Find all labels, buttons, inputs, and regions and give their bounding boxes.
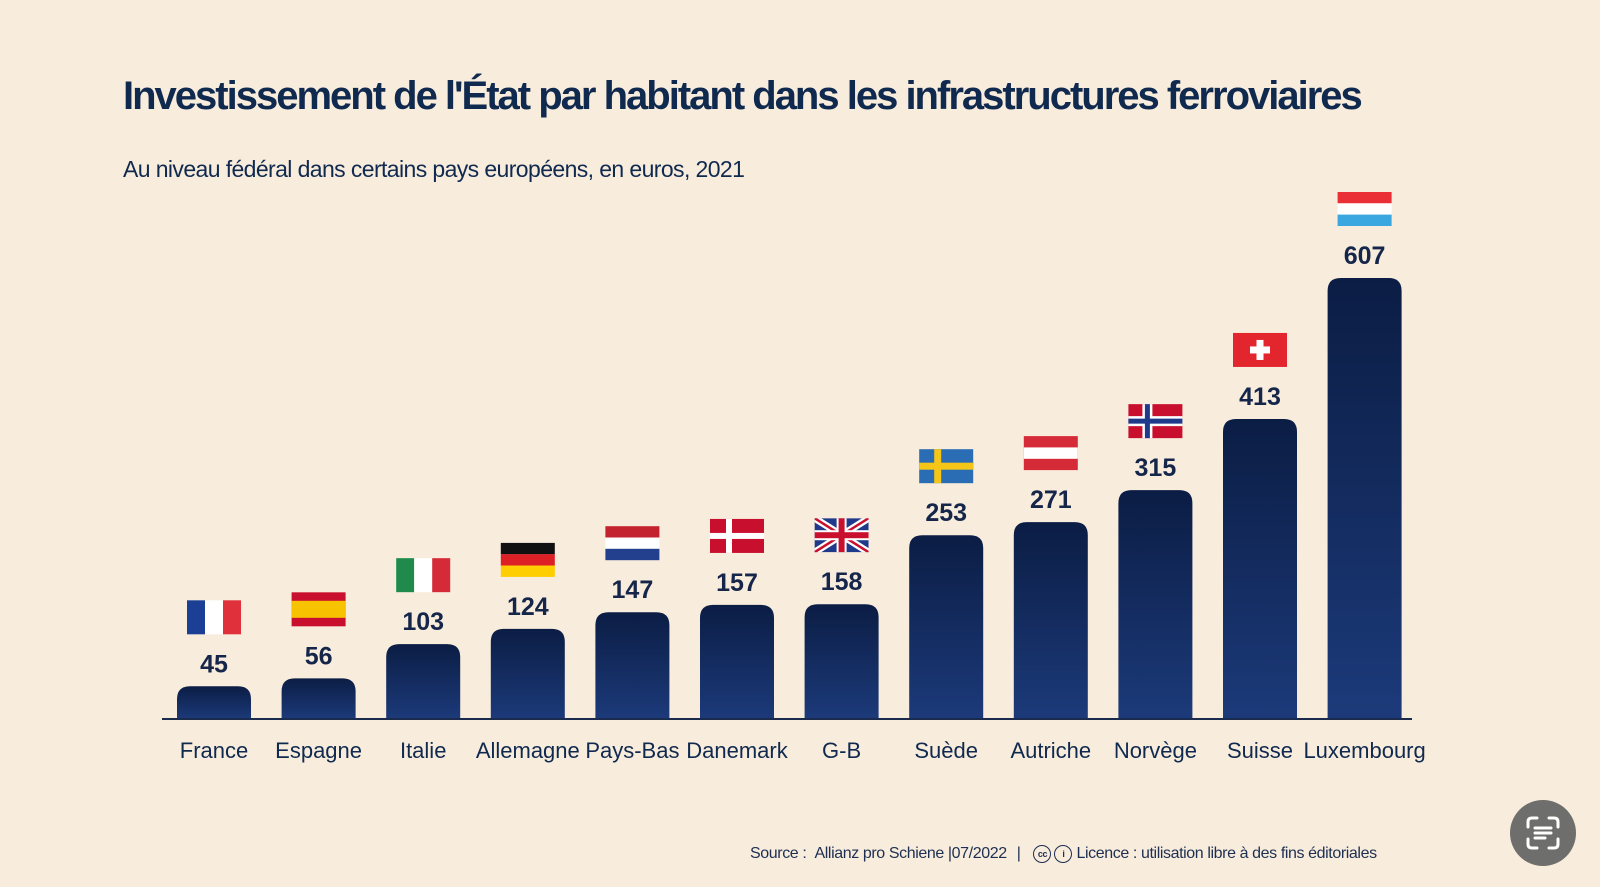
data-label: 157 [716, 569, 758, 597]
bar-autriche [1013, 522, 1088, 719]
flag-sweden-icon [919, 449, 974, 484]
source-prefix: Source : [750, 845, 807, 862]
category-label: Italie [400, 738, 446, 763]
flag-spain-icon [291, 592, 346, 627]
data-label: 253 [925, 499, 967, 527]
cc-icon: cc [1033, 845, 1052, 863]
category-label: Luxembourg [1303, 738, 1425, 763]
bar-suisse [1223, 418, 1297, 719]
bar-france [177, 686, 251, 719]
page-title: Investissement de l'État par habitant da… [123, 74, 1363, 118]
source-separator: | [1016, 845, 1021, 862]
scan-text-icon [1526, 816, 1560, 850]
bar-danemark [700, 604, 774, 719]
data-label: 45 [200, 650, 228, 678]
bar-allemagne [490, 628, 565, 719]
category-label: G-B [822, 738, 861, 763]
source-license: Licence : utilisation libre à des fins é… [1076, 845, 1378, 862]
data-label: 103 [402, 608, 444, 636]
flag-luxembourg-icon [1337, 192, 1392, 226]
data-label: 607 [1344, 242, 1386, 270]
bar-g-b [804, 604, 879, 719]
data-label: 315 [1135, 454, 1177, 482]
source-name: Allianz pro Schiene [814, 845, 944, 862]
bar-italie [386, 644, 461, 719]
bar-chart: 45 France 56 Espagne 103 Italie 124 Allemagne 14… [162, 192, 1426, 763]
category-label: Danemark [686, 738, 788, 763]
data-label: 124 [507, 593, 549, 621]
text-scan-button[interactable] [1510, 800, 1576, 866]
source-line: Source : Allianz pro Schiene |07/2022 | … [750, 845, 1377, 863]
flag-norway-icon [1128, 404, 1183, 439]
page-subtitle: Au niveau fédéral dans certains pays eur… [123, 156, 745, 182]
data-label: 147 [612, 576, 654, 604]
data-label: 56 [305, 642, 333, 670]
bar-norvège [1118, 490, 1193, 719]
attribution-icon: i [1054, 845, 1073, 863]
source-date: |07/2022 [947, 845, 1007, 862]
bar-espagne [281, 678, 356, 719]
category-label: Norvège [1114, 738, 1197, 763]
flag-italy-icon [396, 558, 451, 593]
flag-uk-icon [814, 518, 869, 553]
bar-luxembourg [1327, 278, 1402, 719]
category-label: Suisse [1227, 738, 1293, 763]
category-label: Pays-Bas [585, 738, 679, 763]
bar-pays-bas [595, 612, 670, 719]
data-label: 158 [821, 568, 863, 596]
category-label: Autriche [1010, 738, 1091, 763]
category-label: France [180, 738, 248, 763]
flag-france-icon [187, 600, 241, 635]
bar-suède [909, 535, 984, 719]
flag-germany-icon [500, 542, 555, 577]
data-label: 413 [1239, 383, 1281, 411]
category-label: Suède [914, 738, 978, 763]
category-label: Espagne [275, 738, 362, 763]
data-label: 271 [1030, 486, 1072, 514]
category-label: Allemagne [476, 738, 580, 763]
flag-switzerland-icon [1233, 332, 1287, 367]
flag-netherlands-icon [605, 526, 660, 561]
flag-denmark-icon [710, 518, 764, 553]
flag-austria-icon [1023, 436, 1078, 471]
